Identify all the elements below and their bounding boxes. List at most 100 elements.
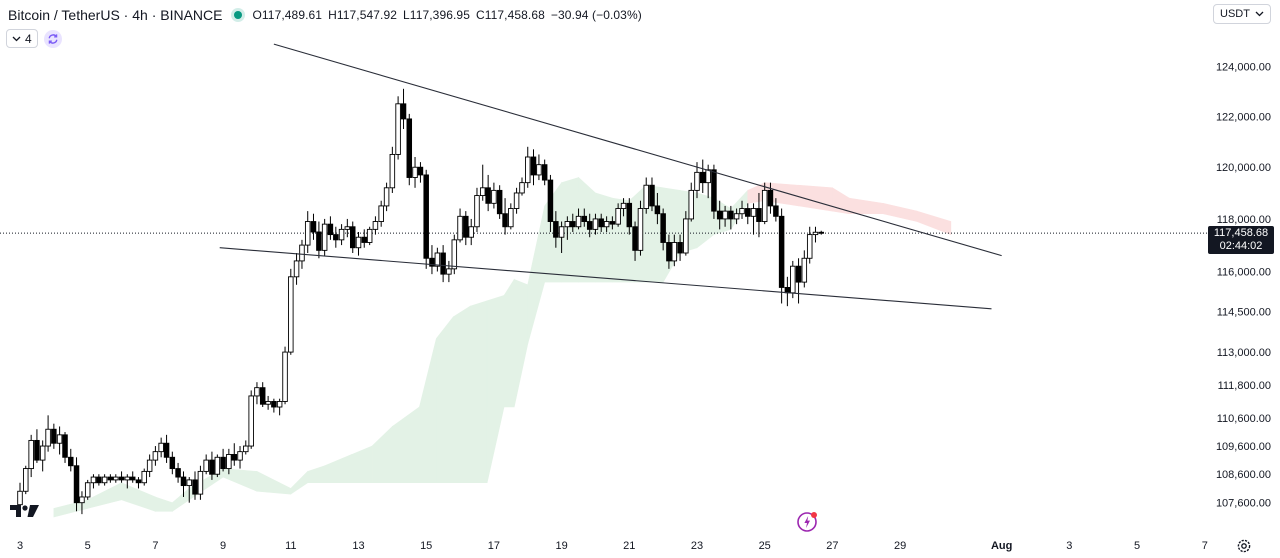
candle-body — [688, 189, 694, 220]
candle-body — [745, 208, 751, 217]
candle-body — [553, 221, 559, 238]
candle-body — [666, 242, 672, 262]
time-tick-label: 29 — [894, 540, 906, 552]
time-tick-label: 9 — [220, 540, 226, 552]
candle-body — [395, 103, 401, 155]
close-value: C117,458.68 — [475, 8, 545, 22]
symbol-title[interactable]: Bitcoin / TetherUS · 4h · BINANCE — [8, 7, 223, 23]
candle-body — [716, 210, 723, 220]
candle-body — [620, 202, 627, 209]
candle-body — [344, 226, 351, 230]
indicator-bar: 4 — [6, 29, 62, 48]
candle-body — [637, 208, 644, 251]
candle-body — [677, 242, 683, 254]
price-tick-label: 124,000.00 — [1216, 61, 1271, 73]
time-tick-label: 7 — [1202, 540, 1208, 552]
candle-body — [146, 459, 153, 472]
candle-body — [722, 210, 728, 220]
candle-body — [175, 468, 181, 478]
price-tick-label: 120,000.00 — [1216, 162, 1271, 174]
bar-countdown: 02:44:02 — [1219, 240, 1263, 252]
candle-body — [355, 236, 362, 249]
candle-body — [784, 286, 791, 294]
candle-body — [778, 215, 785, 288]
price-tick-label: 114,500.00 — [1217, 307, 1271, 319]
candle-body — [801, 257, 808, 283]
cloud-segment — [392, 406, 420, 484]
candle-body — [124, 476, 131, 481]
candle-body — [423, 174, 429, 259]
candle-body — [406, 118, 413, 178]
indicator-toggle-button[interactable]: 4 — [6, 29, 38, 48]
candle-body — [654, 205, 661, 215]
time-tick-label: 23 — [691, 540, 703, 552]
cloud-segment — [371, 425, 393, 484]
candle-body — [45, 428, 51, 447]
candle-body — [429, 257, 435, 267]
candle-body — [378, 205, 384, 222]
change-value: −30.94 (−0.03%) — [550, 8, 642, 22]
sync-button[interactable] — [43, 29, 62, 48]
candle-body — [632, 226, 638, 251]
candle-body — [243, 445, 249, 453]
candle-body — [536, 164, 542, 176]
last-price-label: 117,458.68 02:44:02 — [1208, 226, 1274, 254]
candle-body — [671, 242, 678, 262]
lightning-icon[interactable] — [796, 510, 820, 534]
cloud-segment — [452, 305, 471, 484]
cloud-segment — [419, 338, 437, 484]
candle-body — [304, 221, 311, 246]
candle-body — [474, 195, 480, 228]
candle-body — [316, 231, 322, 251]
candle-body — [502, 213, 508, 228]
candle-body — [570, 221, 576, 228]
candle-body — [254, 387, 260, 397]
time-axis[interactable]: 3 5 7 9 11 13 15 17 19 21 23 25 27 29 Aug 3 5 7 — [17, 540, 1208, 552]
candle-body — [186, 479, 192, 487]
candle-body — [508, 208, 514, 228]
currency-selector[interactable]: USDT — [1213, 4, 1271, 24]
candle-body — [203, 459, 209, 472]
cloud-segment — [87, 482, 122, 509]
candle-body — [750, 208, 757, 217]
candle-body — [248, 395, 254, 447]
trendline-lower — [219, 247, 992, 310]
candle-body — [728, 210, 734, 220]
candle-body — [615, 208, 621, 225]
cloud-segment — [222, 468, 258, 492]
time-tick-label: 11 — [285, 540, 296, 552]
candle-body — [135, 479, 142, 484]
candle-body — [293, 260, 300, 278]
candle-body — [107, 476, 114, 481]
candle-body — [327, 223, 334, 236]
candle-body — [513, 192, 520, 209]
candle-body — [383, 187, 390, 207]
candle-body — [209, 459, 215, 475]
cloud-segment — [290, 470, 309, 495]
tradingview-logo-icon[interactable] — [10, 504, 40, 518]
candle-body — [237, 451, 243, 461]
candle-body — [113, 476, 119, 481]
candle-body — [626, 202, 633, 228]
candle-body — [34, 439, 40, 461]
price-tick-label: 108,600.00 — [1216, 469, 1271, 481]
candle-body — [84, 482, 91, 498]
cloud-segment — [436, 316, 454, 484]
cloud-segment — [513, 279, 529, 408]
candle-body — [226, 454, 232, 470]
candle-body — [366, 228, 373, 243]
candle-body — [56, 434, 63, 444]
candle-body — [389, 153, 396, 189]
price-axis[interactable]: 124,000.00 122,000.00 120,000.00 118,000.00… — [1216, 61, 1271, 509]
settings-gear-icon[interactable] — [1236, 538, 1252, 554]
candle-body — [333, 234, 339, 241]
candle-body — [169, 456, 176, 470]
candle-body — [152, 451, 159, 461]
candle-body — [271, 401, 277, 408]
currency-label: USDT — [1220, 8, 1250, 20]
price-tick-label: 122,000.00 — [1216, 111, 1271, 123]
candle-body — [192, 479, 198, 495]
candle-body — [683, 218, 689, 254]
trendlines[interactable] — [219, 43, 1002, 310]
